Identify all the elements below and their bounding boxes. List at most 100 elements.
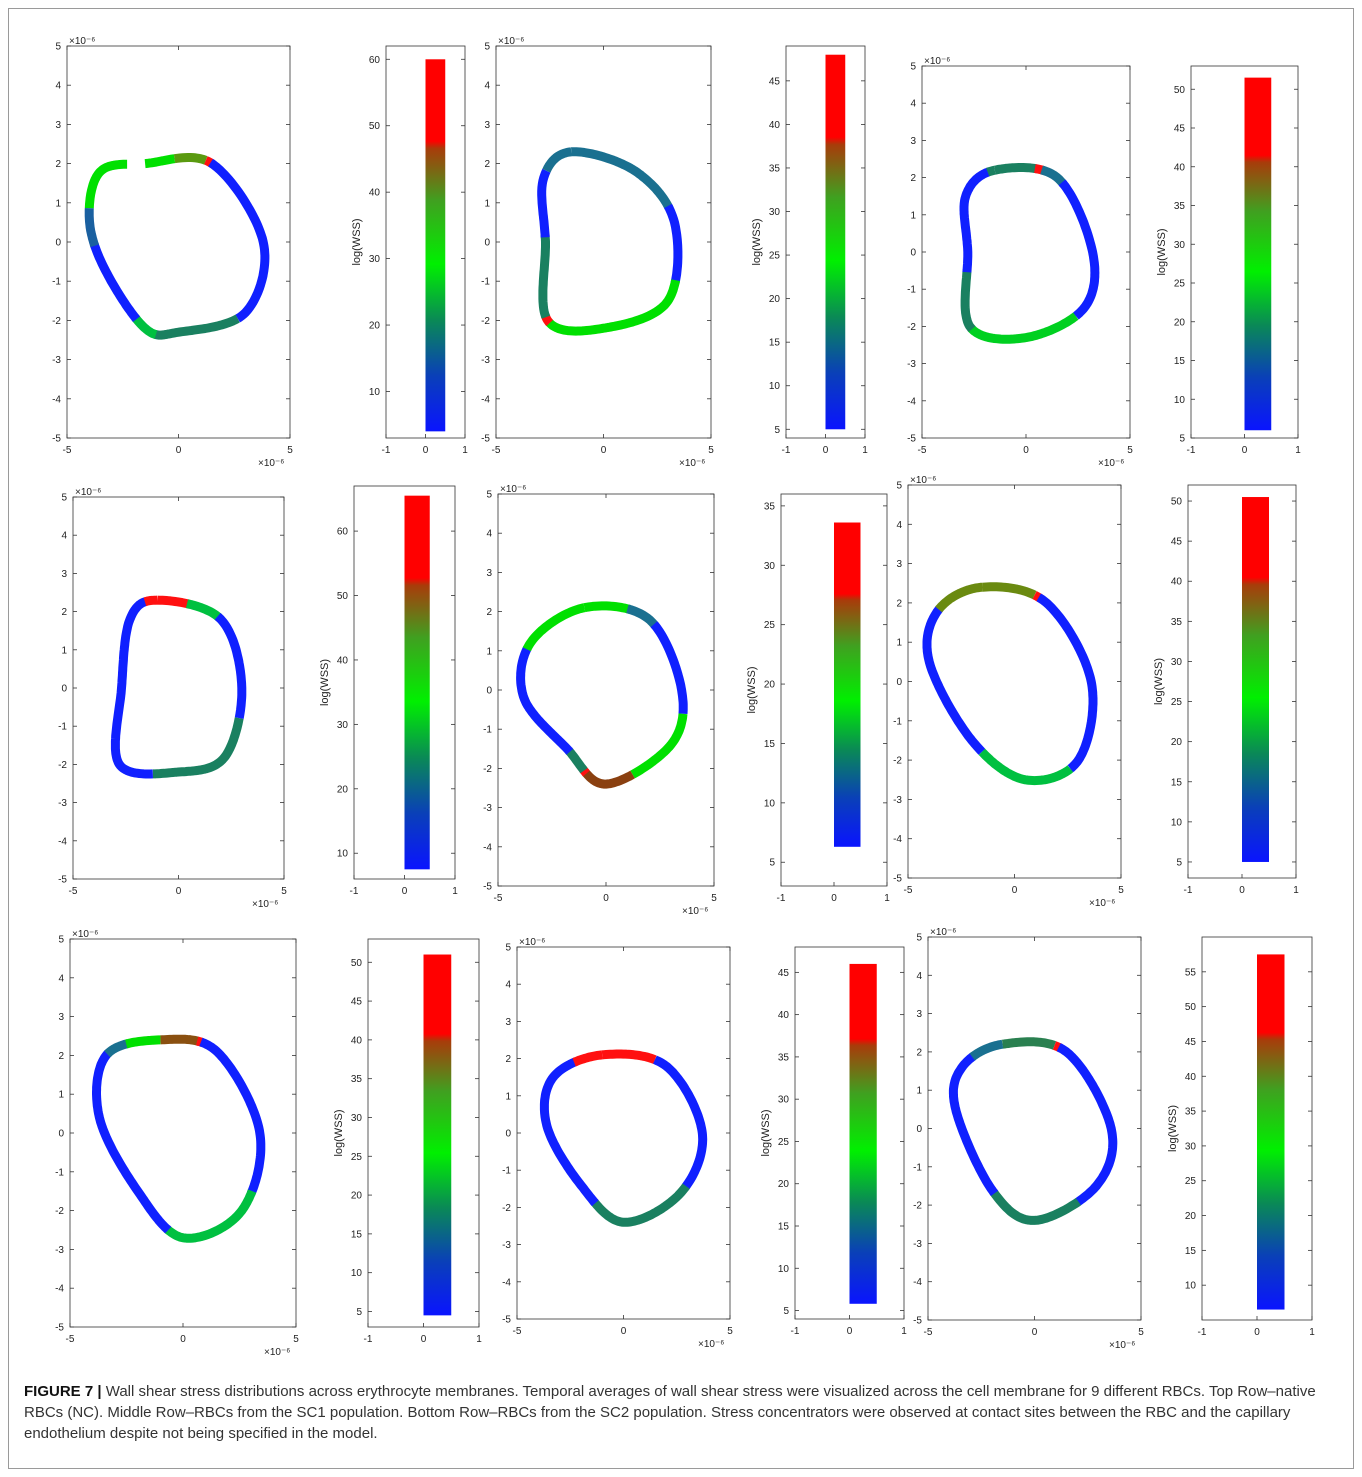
colorbar-axes: 5 10 15 20 25 30 35 40 45 50 -1 0 1 log(WSS) xyxy=(1156,65,1301,456)
y-tick-label: 3 xyxy=(916,1009,922,1020)
y-tick-label: -1 xyxy=(55,1167,64,1178)
colorbar-x-tick-label: 1 xyxy=(1295,445,1301,456)
membrane-segment xyxy=(599,1049,658,1064)
colorbar-tick-label: 25 xyxy=(769,251,781,262)
membrane-segment xyxy=(968,1039,1006,1061)
membrane-segment xyxy=(1039,165,1068,188)
colorbar-x-tick-label: -1 xyxy=(782,445,791,456)
colorbar-axes: 5 10 15 20 25 30 35 40 45 50 -1 0 1 log(WSS) xyxy=(1153,484,1299,896)
membrane-segment xyxy=(590,1183,690,1227)
colorbar-tick-label: 45 xyxy=(351,997,363,1008)
membrane-segment xyxy=(172,153,208,165)
y-tick-label: 0 xyxy=(484,238,490,249)
x-tick-label: 5 xyxy=(1138,1327,1144,1338)
x-tick-label: 5 xyxy=(1118,885,1124,896)
colorbar-tick-label: 50 xyxy=(1171,497,1183,508)
y-tick-label: 0 xyxy=(61,684,67,695)
x-axis-exponent: ×10⁻⁶ xyxy=(679,458,705,469)
colorbar-tick-label: 55 xyxy=(1185,967,1197,978)
colorbar-tick-label: 35 xyxy=(351,1074,363,1085)
colorbar-gradient xyxy=(1244,77,1272,431)
y-tick-label: -5 xyxy=(502,1315,511,1326)
y-tick-label: -1 xyxy=(893,716,902,727)
y-tick-label: -2 xyxy=(893,756,902,767)
y-axis-exponent: ×10⁻⁶ xyxy=(500,484,526,495)
y-tick-label: -5 xyxy=(893,874,902,885)
caption-text: Wall shear stress distributions across e… xyxy=(24,1383,1316,1442)
y-tick-label: 0 xyxy=(55,238,61,249)
x-tick-label: 0 xyxy=(1023,445,1029,456)
figure-label: FIGURE 7 | xyxy=(24,1383,102,1400)
y-tick-label: 4 xyxy=(896,520,902,531)
y-tick-label: 2 xyxy=(916,1047,922,1058)
colorbar-tick-label: 50 xyxy=(369,121,381,132)
y-tick-label: -1 xyxy=(52,277,61,288)
x-tick-label: 5 xyxy=(281,886,287,897)
colorbar-tick-label: 35 xyxy=(1185,1107,1197,1118)
colorbar-tick-label: 35 xyxy=(1174,201,1186,212)
membrane-segment xyxy=(545,278,681,336)
colorbar-tick-label: 5 xyxy=(783,1306,789,1317)
membrane-segment xyxy=(163,1189,257,1243)
membrane-segment xyxy=(967,312,1079,344)
y-tick-label: 2 xyxy=(896,598,902,609)
y-tick-label: -2 xyxy=(913,1201,922,1212)
colorbar-x-tick-label: 0 xyxy=(421,1334,427,1345)
colorbar-tick-label: 35 xyxy=(778,1052,790,1063)
y-tick-label: -2 xyxy=(483,764,492,775)
y-tick-label: 2 xyxy=(910,173,916,184)
membrane-segment xyxy=(1058,179,1100,320)
colorbar-tick-label: 5 xyxy=(774,425,780,436)
colorbar-tick-label: 30 xyxy=(778,1095,790,1106)
y-tick-label: -5 xyxy=(58,875,67,886)
membrane-segment xyxy=(522,603,587,653)
colorbar-tick-label: 10 xyxy=(1171,817,1183,828)
x-axis-exponent: ×10⁻⁶ xyxy=(1089,898,1115,909)
membrane-segment xyxy=(208,158,270,323)
colorbar-gradient xyxy=(834,522,861,847)
colorbar-tick-label: 30 xyxy=(369,254,381,265)
colorbar-tick-label: 5 xyxy=(769,858,775,869)
colorbar-gradient xyxy=(1242,497,1269,862)
y-tick-label: 4 xyxy=(486,529,492,540)
membrane-segment xyxy=(630,711,688,779)
x-axis-exponent: ×10⁻⁶ xyxy=(1109,1340,1135,1351)
y-tick-label: -4 xyxy=(483,842,492,853)
y-tick-label: -4 xyxy=(907,396,916,407)
y-axis-exponent: ×10⁻⁶ xyxy=(498,36,524,47)
colorbar-x-tick-label: 0 xyxy=(402,886,408,897)
y-tick-label: 5 xyxy=(896,481,902,492)
membrane-segment xyxy=(141,595,161,607)
y-tick-label: -5 xyxy=(52,434,61,445)
y-tick-label: 0 xyxy=(505,1129,511,1140)
colorbar-tick-label: 20 xyxy=(1185,1211,1197,1222)
y-tick-label: 5 xyxy=(910,62,916,73)
membrane-segment xyxy=(151,314,240,340)
y-tick-label: 3 xyxy=(910,136,916,147)
y-tick-label: -3 xyxy=(481,355,490,366)
y-tick-label: 1 xyxy=(505,1091,511,1102)
y-axis-exponent: ×10⁻⁶ xyxy=(69,36,95,47)
y-tick-label: 3 xyxy=(55,120,61,131)
membrane-segment xyxy=(150,716,244,779)
y-tick-label: 0 xyxy=(910,248,916,259)
colorbar-tick-label: 35 xyxy=(764,501,776,512)
membrane-segment xyxy=(157,1034,202,1046)
colorbar-tick-label: 50 xyxy=(1185,1002,1197,1013)
colorbar-tick-label: 50 xyxy=(337,591,349,602)
colorbar-x-tick-label: -1 xyxy=(1187,445,1196,456)
colorbar-ylabel: log(WSS) xyxy=(1153,658,1165,705)
colorbar-x-tick-label: -1 xyxy=(1198,1327,1207,1338)
x-tick-label: 0 xyxy=(1012,885,1018,896)
colorbar-axes: 10 15 20 25 30 35 40 45 50 55 -1 0 1 log(WSS) xyxy=(1167,936,1315,1338)
x-tick-label: 5 xyxy=(711,893,717,904)
y-tick-label: 2 xyxy=(55,159,61,170)
colorbar-ylabel: log(WSS) xyxy=(351,218,363,265)
y-axis-exponent: ×10⁻⁶ xyxy=(75,487,101,498)
colorbar-x-tick-label: -1 xyxy=(791,1326,800,1337)
